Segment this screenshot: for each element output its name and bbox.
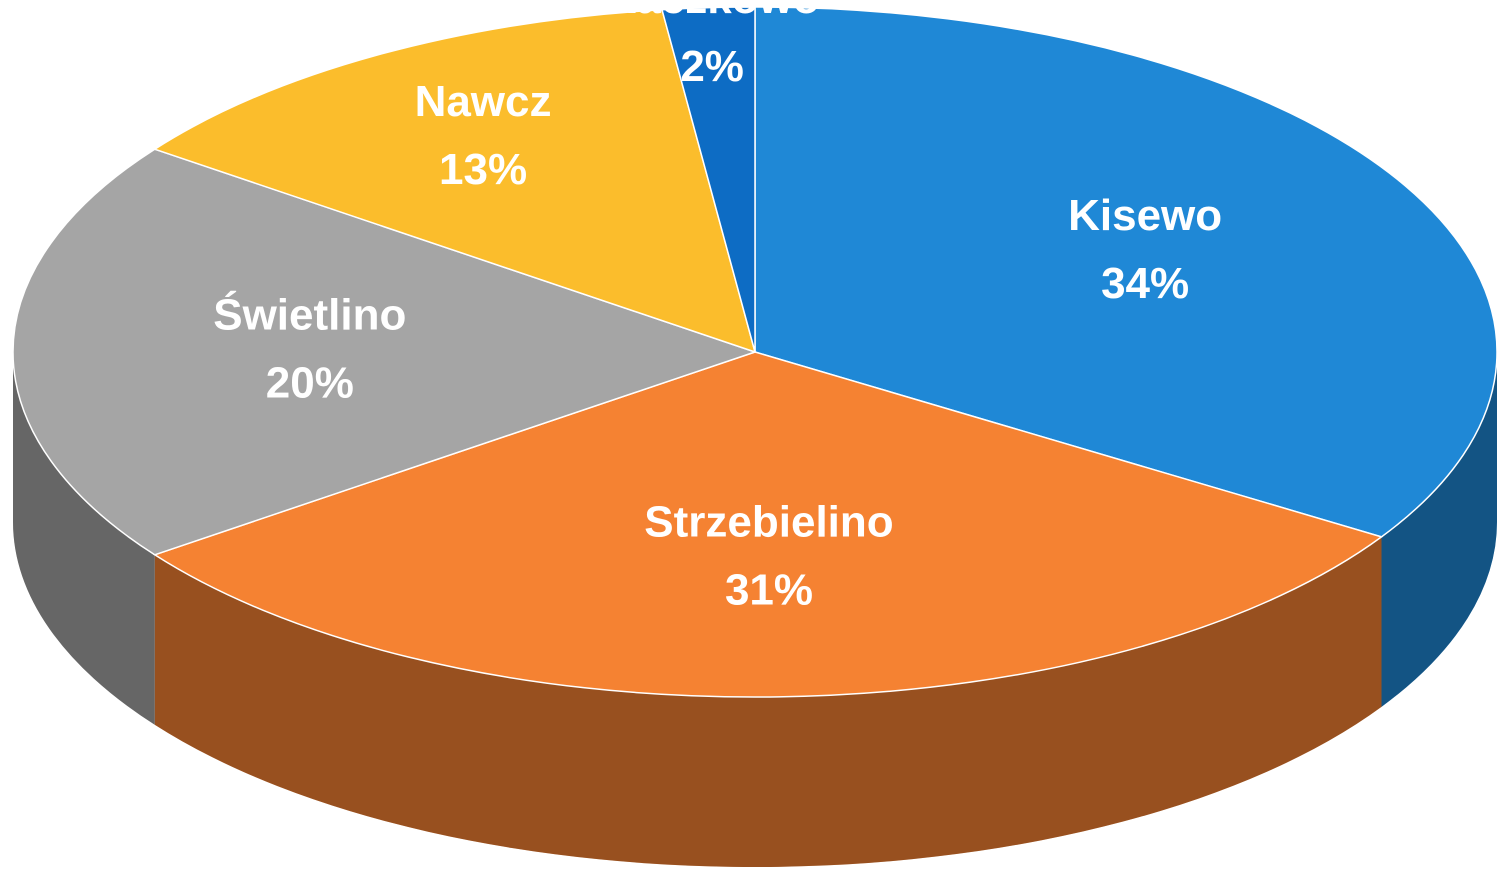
- slice-value: 13%: [439, 145, 527, 194]
- slice-side: [154, 536, 1382, 867]
- slice-label: Nawcz: [415, 77, 552, 126]
- slice-label: Kisewo: [1068, 191, 1222, 240]
- slice: [661, 6, 756, 353]
- slice-label: Strzebielino: [644, 498, 893, 547]
- slice: [152, 8, 757, 354]
- slice: [754, 6, 1498, 538]
- slice-side-shade: [13, 352, 155, 725]
- slice-label: Świetlino: [213, 290, 406, 340]
- slice: [152, 351, 1384, 698]
- slice-side: [13, 352, 155, 725]
- slice: [12, 148, 758, 556]
- slice-value: 20%: [266, 359, 354, 408]
- slice-side-shade: [154, 536, 1382, 867]
- slice-side: [1381, 352, 1497, 707]
- slice-label: Kaczkowo: [605, 0, 820, 23]
- slice-value: 31%: [725, 566, 813, 615]
- slice-value: 2%: [680, 42, 744, 91]
- slice-value: 34%: [1101, 259, 1189, 308]
- slice-side-shade: [1381, 352, 1497, 707]
